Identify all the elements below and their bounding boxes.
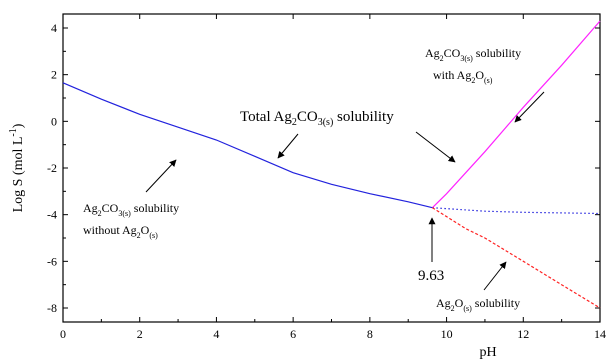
x-tick-label: 4 xyxy=(213,327,219,341)
annotation-without-line2: without Ag2O(s) xyxy=(83,223,158,240)
series-line-ag2o_solubility xyxy=(432,207,601,309)
pointer-arrow xyxy=(277,133,299,159)
plot-border xyxy=(62,13,601,323)
x-tick-label: 8 xyxy=(367,327,373,341)
y-tick-label: -6 xyxy=(47,254,57,268)
annotation-with-line1: Ag2CO3(s) solubility xyxy=(425,46,521,63)
annotation-without-line1: Ag2CO3(s) solubility xyxy=(83,201,179,218)
series-line-total_without xyxy=(62,82,433,209)
x-tick-label: 2 xyxy=(137,327,143,341)
x-tick-label: 0 xyxy=(60,327,66,341)
arrows-layer xyxy=(145,91,545,291)
plot-frame xyxy=(62,13,601,323)
x-tick-label: 10 xyxy=(441,327,453,341)
series-line-without_extension xyxy=(432,207,601,215)
y-tick-label: 2 xyxy=(51,68,57,82)
y-tick-label: 0 xyxy=(51,114,57,128)
pointer-arrow xyxy=(483,261,507,291)
series-layer xyxy=(62,20,601,309)
annotation-total: Total Ag2CO3(s) solubility xyxy=(240,109,394,128)
annotations-layer: Total Ag2CO3(s) solubility Ag2CO3(s) solu… xyxy=(83,46,521,313)
ticks-layer: 0 2 4 6 8 10 12 14 4 2 0 -2 -4 -6 -8 xyxy=(47,14,606,341)
series-line-with_ag2o xyxy=(431,20,601,209)
annotation-ph-point: 9.63 xyxy=(418,268,444,284)
pointer-arrow xyxy=(514,91,545,123)
y-axis-label: Log S (mol L-1) xyxy=(8,123,26,212)
annotation-ag2o: Ag2O(s) solubility xyxy=(436,296,520,313)
y-tick-label: -4 xyxy=(47,208,57,222)
y-tick-label: 4 xyxy=(51,21,57,35)
y-tick-label: -2 xyxy=(47,161,57,175)
x-tick-label: 12 xyxy=(517,327,529,341)
pointer-arrow xyxy=(415,131,456,163)
pointer-arrow xyxy=(145,159,177,193)
x-tick-label: 14 xyxy=(594,327,606,341)
x-axis-label: pH xyxy=(479,345,496,360)
annotation-with-line2: with Ag2O(s) xyxy=(433,68,493,85)
x-tick-label: 6 xyxy=(290,327,296,341)
y-tick-label: -8 xyxy=(47,301,57,315)
